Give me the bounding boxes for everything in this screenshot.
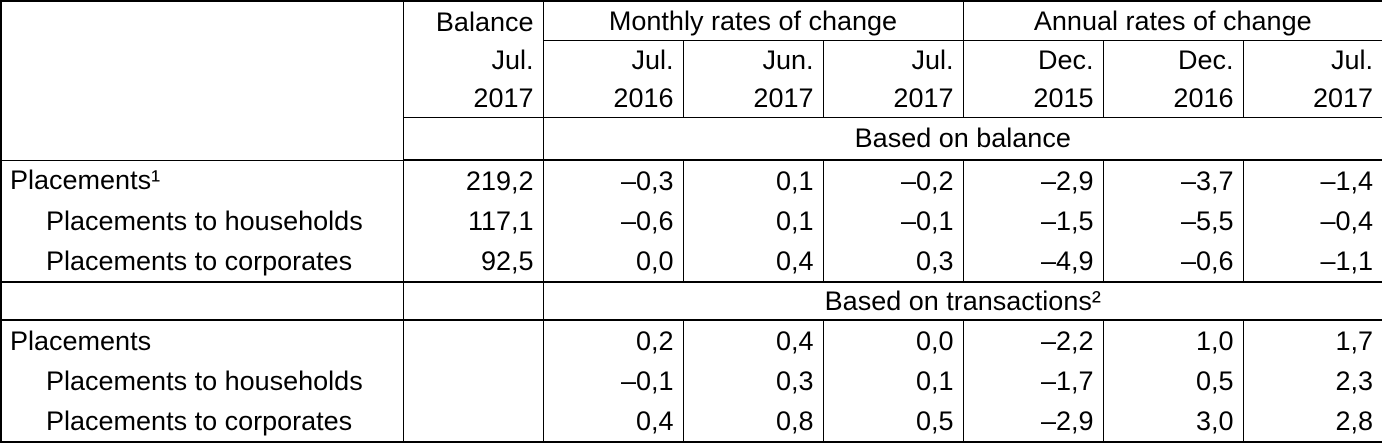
band-row-based-on-balance: Based on balance [1, 117, 1382, 161]
period-year: 2015 [1033, 83, 1094, 113]
row-label: Placements to corporates [0, 401, 404, 442]
rate-value: –0,3 [542, 160, 684, 201]
annual-rates-header: Annual rates of change [962, 1, 1382, 41]
rate-value: 3,0 [1102, 401, 1244, 442]
rate-value: –2,2 [962, 320, 1104, 361]
rate-value: 0,4 [542, 401, 684, 442]
row-label: Placements to households [0, 361, 404, 401]
balance-empty-cell [402, 281, 544, 321]
balance-empty-cell [402, 117, 544, 161]
balance-value [402, 320, 544, 361]
rate-value: –5,5 [1102, 201, 1244, 241]
table-row-corporates-balance: Placements to corporates 92,5 0,0 0,4 0,… [0, 241, 1382, 283]
row-label: Placements to households [0, 201, 404, 241]
rate-value: –0,6 [542, 201, 684, 241]
table-row-households-transactions: Placements to households –0,1 0,3 0,1 –1… [0, 361, 1382, 401]
period-month: Jun. [762, 45, 814, 75]
balance-column-header: Balance Jul. 2017 [402, 1, 544, 118]
period-header: Dec. 2016 [1102, 40, 1244, 118]
monthly-rates-header: Monthly rates of change [542, 1, 964, 41]
balance-title: Balance [435, 6, 534, 37]
rate-value: 0,4 [682, 320, 824, 361]
rate-value: –0,2 [822, 160, 964, 201]
period-year: 2017 [893, 83, 954, 113]
rate-value: –2,9 [962, 401, 1104, 442]
rate-value: 1,0 [1102, 320, 1244, 361]
rate-value: –0,1 [822, 201, 964, 241]
band-label-based-on-balance: Based on balance [542, 117, 1382, 161]
period-month: Dec. [1037, 45, 1094, 75]
row-label: Placements¹ [0, 160, 404, 201]
band-label-based-on-transactions: Based on transactions² [542, 281, 1382, 321]
rate-value: –1,4 [1242, 160, 1382, 201]
balance-value: 219,2 [402, 160, 544, 201]
period-year: 2016 [1173, 83, 1234, 113]
rate-value: –0,1 [542, 361, 684, 401]
row-label: Placements [0, 320, 404, 361]
period-header: Jun. 2017 [682, 40, 824, 118]
rate-value: 0,1 [822, 361, 964, 401]
rate-value: –1,7 [962, 361, 1104, 401]
rate-value: 0,1 [682, 160, 824, 201]
balance-period: Jul. [491, 44, 534, 75]
rate-value: –4,9 [962, 241, 1104, 283]
table-row-households-balance: Placements to households 117,1 –0,6 0,1 … [0, 201, 1382, 241]
balance-value: 117,1 [402, 201, 544, 241]
period-header: Jul. 2017 [822, 40, 964, 118]
table-row-placements-balance: Placements¹ 219,2 –0,3 0,1 –0,2 –2,9 –3,… [0, 160, 1382, 201]
period-month: Dec. [1177, 45, 1234, 75]
balance-value: 92,5 [402, 241, 544, 283]
band-row-based-on-transactions: Based on transactions² [0, 281, 1382, 321]
rate-value: 2,8 [1242, 401, 1382, 442]
rate-value: 0,2 [542, 320, 684, 361]
rate-value: 2,3 [1242, 361, 1382, 401]
period-month: Jul. [911, 45, 954, 75]
period-year: 2016 [613, 83, 674, 113]
corner-cell [0, 1, 404, 161]
rate-value: 0,5 [1102, 361, 1244, 401]
rate-value: –0,4 [1242, 201, 1382, 241]
rate-value: 1,7 [1242, 320, 1382, 361]
rate-value: –0,6 [1102, 241, 1244, 283]
balance-value [402, 361, 544, 401]
table-row-placements-transactions: Placements 0,2 0,4 0,0 –2,2 1,0 1,7 [0, 320, 1382, 361]
period-header: Jul. 2016 [542, 40, 684, 118]
rate-value: –2,9 [962, 160, 1104, 201]
rate-value: 0,1 [682, 201, 824, 241]
period-year: 2017 [1312, 83, 1374, 113]
header-row-periods: Jul. 2016 Jun. 2017 Jul. 2017 Dec. 2015 … [1, 40, 1382, 118]
balance-value [402, 401, 544, 442]
period-year: 2017 [753, 83, 814, 113]
rate-value: 0,3 [822, 241, 964, 283]
balance-year: 2017 [473, 82, 534, 113]
rate-value: –1,5 [962, 201, 1104, 241]
period-month: Jul. [631, 45, 674, 75]
rate-value: 0,4 [682, 241, 824, 283]
period-header: Jul. 2017 [1242, 40, 1382, 118]
rate-value: 0,8 [682, 401, 824, 442]
rate-value: 0,3 [682, 361, 824, 401]
period-month: Jul. [1330, 45, 1374, 75]
label-empty-cell [0, 281, 404, 321]
rate-value: –3,7 [1102, 160, 1244, 201]
period-header: Dec. 2015 [962, 40, 1104, 118]
rate-value: 0,5 [822, 401, 964, 442]
rate-value: 0,0 [542, 241, 684, 283]
table-row-corporates-transactions: Placements to corporates 0,4 0,8 0,5 –2,… [0, 401, 1382, 442]
rate-value: 0,0 [822, 320, 964, 361]
header-row-groups: Balance Jul. 2017 Monthly rates of chang… [0, 1, 1382, 161]
rate-value: –1,1 [1242, 241, 1382, 283]
row-label: Placements to corporates [0, 241, 404, 283]
